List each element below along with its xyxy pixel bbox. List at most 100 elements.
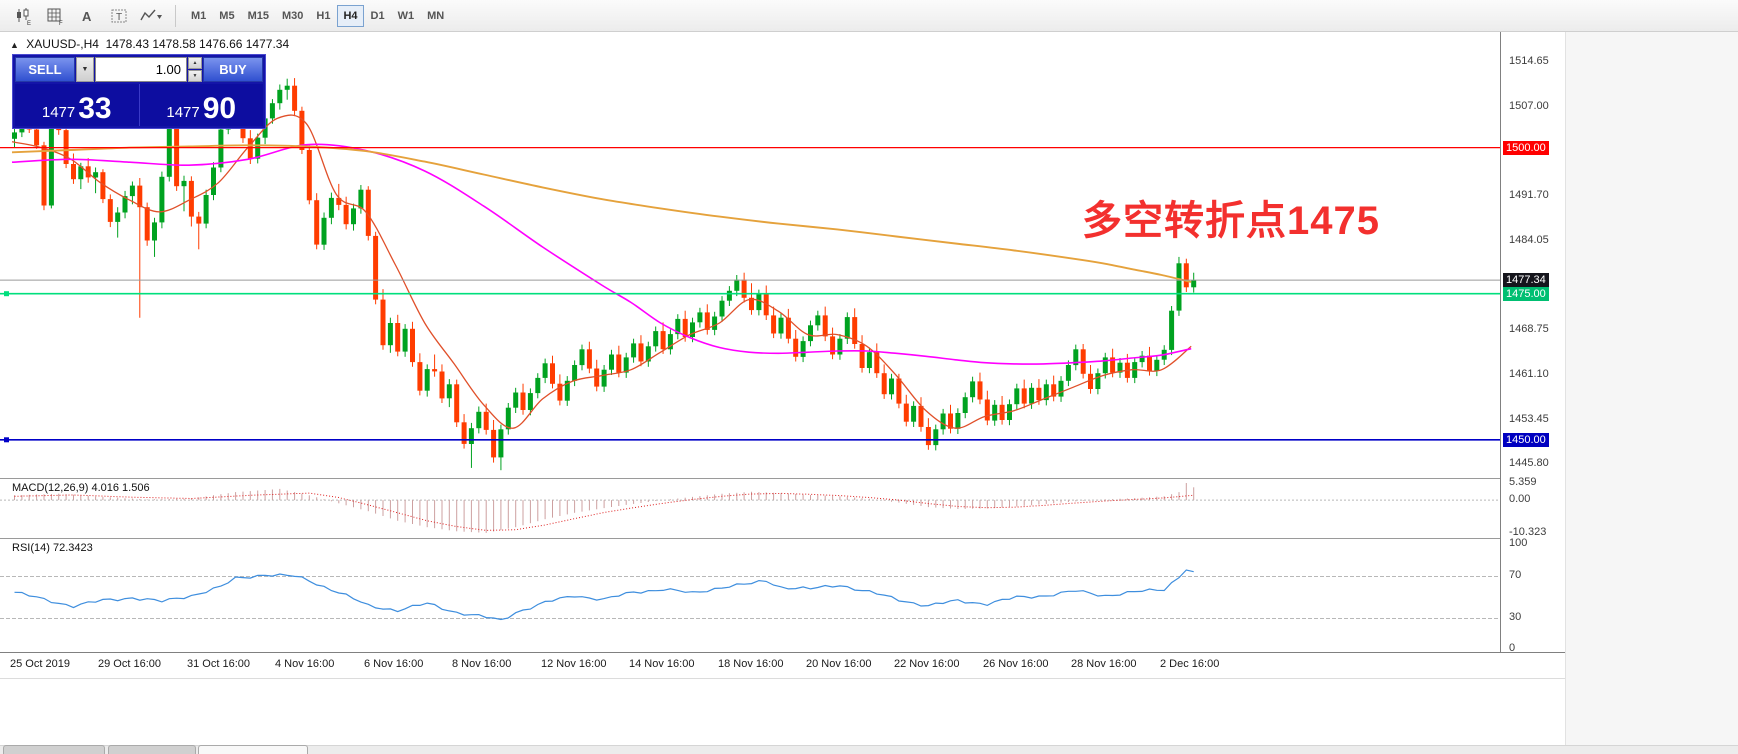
sell-button[interactable]: SELL [15,57,75,82]
ohlc-values: 1478.43 1478.58 1476.66 1477.34 [105,37,290,51]
rsi-axis-label: 0 [1509,642,1516,654]
svg-text:E: E [27,21,31,25]
sell-price-main: 1477 [41,104,76,121]
price-badge: 1475.00 [1503,287,1549,301]
panel-splitter[interactable] [0,478,1565,482]
ma-mid [11,143,1192,365]
time-tick-label: 26 Nov 16:00 [983,658,1049,670]
lot-decrease-button[interactable]: ▼ [188,70,202,82]
price-tick-label: 1445.80 [1509,457,1549,469]
lot-increase-button[interactable]: ▲ [188,57,202,69]
one-click-trading-panel: SELL ▼ ▲ ▼ BUY 1477 33 1477 90 [12,54,266,129]
price-badge: 1500.00 [1503,141,1549,155]
chart-bottom-edge [0,678,1565,679]
timeframe-m1[interactable]: M1 [191,9,207,22]
time-tick-label: 29 Oct 16:00 [98,658,161,670]
timeframe-m15[interactable]: M15 [247,9,269,22]
sell-price-display: 1477 33 [15,84,139,126]
time-tick-label: 12 Nov 16:00 [541,658,607,670]
svg-text:F: F [59,21,63,25]
grid-button[interactable]: F [40,3,70,29]
price-tick-label: 1491.70 [1509,189,1549,201]
rsi-axis-label: 70 [1509,569,1522,581]
buy-price-pips: 90 [202,92,237,125]
time-tick-label: 25 Oct 2019 [10,658,70,670]
price-badge: 1450.00 [1503,433,1549,447]
chevron-down-icon: ▼ [81,66,89,73]
collapse-panel-icon[interactable]: ▲ [10,40,19,50]
macd-signal-line [14,492,1194,531]
price-chart-canvas[interactable] [0,32,1500,478]
price-tick-label: 1484.05 [1509,234,1549,246]
timeframe-h1[interactable]: H1 [316,9,331,22]
time-tick-label: 2 Dec 16:00 [1160,658,1220,670]
chart-tab[interactable] [108,745,196,754]
timeframe-mn[interactable]: MN [427,9,445,22]
time-tick-label: 14 Nov 16:00 [629,658,695,670]
lot-stepper: ▲ ▼ [188,57,202,82]
text-box-icon: T [111,9,127,23]
lot-dropdown-button[interactable]: ▼ [76,57,94,82]
timeframe-group: M1 M5 M15 M30 H1 H4 D1 W1 MN [185,4,450,27]
timeframe-m30[interactable]: M30 [281,9,304,22]
rsi-line [14,569,1194,621]
rsi-label: RSI(14) 72.3423 [12,542,93,554]
time-tick-label: 28 Nov 16:00 [1071,658,1137,670]
toolbar-divider [175,4,176,27]
time-tick-label: 31 Oct 16:00 [187,658,250,670]
time-axis[interactable]: 25 Oct 2019 29 Oct 16:00 31 Oct 16:00 4 Nov… [0,652,1565,678]
price-divider [138,84,140,126]
price-axis[interactable]: 1514.65 1507.00 1491.70 1484.05 1468.75 1461.… [1500,32,1565,654]
chart-type-button[interactable]: E [8,3,38,29]
price-tick-label: 1514.65 [1509,55,1549,67]
price-tick-label: 1461.10 [1509,368,1549,380]
time-tick-label: 22 Nov 16:00 [894,658,960,670]
time-tick-label: 6 Nov 16:00 [364,658,424,670]
grid-icon: F [47,8,63,25]
timeframe-m5[interactable]: M5 [219,9,235,22]
time-tick-label: 4 Nov 16:00 [275,658,335,670]
macd-axis-label: -10.323 [1509,526,1547,538]
label-a-icon: A [82,9,92,24]
drawing-tools-button[interactable] [136,3,166,29]
symbol-period-label: XAUUSD-,H4 [26,37,99,51]
lot-size-input[interactable] [95,57,187,82]
text-tool-button[interactable]: T [104,3,134,29]
timeframe-d1[interactable]: D1 [370,9,385,22]
chart-tab[interactable] [198,745,308,754]
price-tick-label: 1453.45 [1509,413,1549,425]
polyline-dropdown-icon [140,9,162,20]
buy-price-display: 1477 90 [140,84,264,126]
rsi-axis-label: 100 [1509,537,1528,549]
label-tool-button[interactable]: A [72,3,102,29]
macd-axis-label: 5.359 [1509,476,1537,488]
sell-price-pips: 33 [78,92,112,125]
price-badge: 1477.34 [1503,273,1549,287]
price-tick-label: 1468.75 [1509,323,1549,335]
timeframe-w1[interactable]: W1 [397,9,415,22]
svg-text:A: A [82,9,92,24]
time-tick-label: 20 Nov 16:00 [806,658,872,670]
toolbar: E F A T M1 M5 M1 [0,0,1738,32]
time-tick-label: 18 Nov 16:00 [718,658,784,670]
price-tick-label: 1507.00 [1509,100,1549,112]
annotation-text-object[interactable]: 多空转折点1475 [1082,199,1380,243]
buy-button[interactable]: BUY [203,57,263,82]
rsi-panel-canvas[interactable] [0,538,1500,652]
panel-splitter[interactable] [0,538,1565,542]
buy-price-main: 1477 [166,104,200,121]
timeframe-h4[interactable]: H4 [337,4,364,27]
macd-panel-canvas[interactable] [0,478,1500,538]
macd-axis-label: 0.00 [1509,493,1531,505]
rsi-axis-label: 30 [1509,611,1522,623]
chart-tab-bar [0,745,1738,754]
time-tick-label: 8 Nov 16:00 [452,658,512,670]
ma-slow [11,144,1192,283]
svg-text:T: T [116,12,122,23]
chart-title: ▲ XAUUSD-,H4 1478.43 1478.58 1476.66 147… [10,37,289,51]
ma-fast [11,114,1192,429]
window-right-filler [1565,32,1738,754]
chart-tab[interactable] [3,745,105,754]
candlestick-chart-icon: E [17,7,31,25]
